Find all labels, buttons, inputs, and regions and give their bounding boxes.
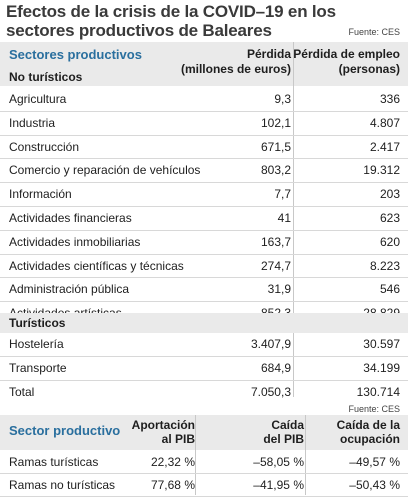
- rows-no-turisticos: Agricultura 9,3 336 Industria 102,1 4.807 Cons…: [0, 88, 408, 326]
- header-perdida: Pérdida (millones de euros): [180, 47, 291, 76]
- group-turisticos-row: Turísticos: [0, 313, 408, 333]
- row-sector: Industria: [9, 115, 56, 130]
- header-caida-ocupacion: Caída de la ocupación: [336, 418, 400, 446]
- row-empleo: 30.597: [363, 337, 400, 351]
- row-empleo: 130.714: [356, 384, 400, 399]
- table-row: Hostelería 3.407,9 30.597: [0, 333, 408, 357]
- table2-row: Ramas turísticas 22,32 % –58,05 % –49,57 %: [0, 451, 408, 474]
- header-caida-pib: Caída del PIB: [263, 418, 304, 446]
- column-divider: [293, 42, 294, 397]
- table-row: Construcción 671,5 2.417: [0, 136, 408, 160]
- row-empleo: 4.807: [369, 115, 400, 130]
- row-empleo: 203: [379, 187, 400, 202]
- row-sector: Información: [9, 187, 72, 202]
- header-aportacion: Aportación al PIB: [131, 418, 195, 446]
- row-sector: Hostelería: [9, 337, 64, 351]
- row-empleo: 336: [379, 92, 400, 106]
- row-perdida: 102,1: [260, 115, 291, 130]
- row-sector: Actividades científicas y técnicas: [9, 258, 184, 273]
- table1-header: Sectores productivos No turísticos Pérdi…: [0, 42, 408, 86]
- source-note-2: Fuente: CES: [348, 404, 400, 414]
- row-sector: Construcción: [9, 139, 80, 154]
- table-row: Agricultura 9,3 336: [0, 88, 408, 112]
- row-empleo: 34.199: [363, 360, 400, 375]
- row-aportacion: 77,68 %: [150, 478, 195, 492]
- table2-row: Ramas no turísticas 77,68 % –41,95 % –50,43…: [0, 474, 408, 497]
- row-caida-pib: –41,95 %: [253, 478, 304, 492]
- table-row: Administración pública 31,9 546: [0, 278, 408, 303]
- page-title: Efectos de la crisis de la COVID–19 en l…: [6, 2, 336, 40]
- header-sector-productivo: Sector productivo: [9, 423, 121, 438]
- row-perdida: 274,7: [260, 258, 291, 273]
- row-empleo: 620: [379, 234, 400, 249]
- table-row: Actividades financieras 41 623: [0, 207, 408, 231]
- table-row: Actividades científicas y técnicas 274,7 8…: [0, 255, 408, 279]
- rows-turisticos: Hostelería 3.407,9 30.597 Transporte 684,9 34…: [0, 333, 408, 403]
- row-empleo: 623: [379, 210, 400, 225]
- row-perdida: 803,2: [260, 163, 291, 178]
- table-row: Actividades inmobiliarias 163,7 620: [0, 231, 408, 255]
- row-empleo: 546: [379, 282, 400, 297]
- row-empleo: 19.312: [363, 163, 400, 178]
- column-divider: [305, 415, 306, 495]
- row-sector: Administración pública: [9, 282, 130, 297]
- row-caida-ocupacion: –50,43 %: [349, 478, 400, 492]
- group-turisticos: Turísticos: [9, 316, 66, 330]
- table2-header: Sector productivo Aportación al PIB Caíd…: [0, 415, 408, 450]
- total-row: Total 7.050,3 130.714: [0, 381, 408, 404]
- row-perdida: 163,7: [260, 234, 291, 249]
- header-empleo: Pérdida de empleo (personas): [293, 47, 400, 76]
- row-sector: Comercio y reparación de vehículos: [9, 163, 201, 178]
- row-sector: Actividades inmobiliarias: [9, 234, 141, 249]
- table-row: Industria 102,1 4.807: [0, 112, 408, 136]
- row-empleo: 2.417: [369, 139, 400, 154]
- row-perdida: 41: [277, 210, 291, 225]
- table-row: Transporte 684,9 34.199: [0, 357, 408, 381]
- row-sector: Total: [9, 384, 35, 399]
- group-no-turisticos: No turísticos: [9, 70, 83, 84]
- row-perdida: 671,5: [260, 139, 291, 154]
- row-sector: Ramas no turísticas: [9, 478, 116, 492]
- row-sector: Transporte: [9, 360, 67, 375]
- row-sector: Agricultura: [9, 92, 67, 106]
- row-caida-ocupacion: –49,57 %: [349, 455, 400, 469]
- table-row: Información 7,7 203: [0, 183, 408, 207]
- row-perdida: 3.407,9: [250, 337, 291, 351]
- column-divider: [195, 415, 196, 495]
- row-aportacion: 22,32 %: [150, 455, 195, 469]
- source-note: Fuente: CES: [348, 27, 400, 37]
- row-empleo: 8.223: [369, 258, 400, 273]
- row-sector: Actividades financieras: [9, 210, 132, 225]
- table-row: Comercio y reparación de vehículos 803,2 1…: [0, 159, 408, 184]
- row-perdida: 9,3: [274, 92, 291, 106]
- row-sector: Ramas turísticas: [9, 455, 99, 469]
- row-perdida: 684,9: [260, 360, 291, 375]
- row-perdida: 7.050,3: [250, 384, 291, 399]
- row-perdida: 7,7: [274, 187, 291, 202]
- header-sector: Sectores productivos: [9, 47, 142, 62]
- row-perdida: 31,9: [267, 282, 291, 297]
- row-caida-pib: –58,05 %: [253, 455, 304, 469]
